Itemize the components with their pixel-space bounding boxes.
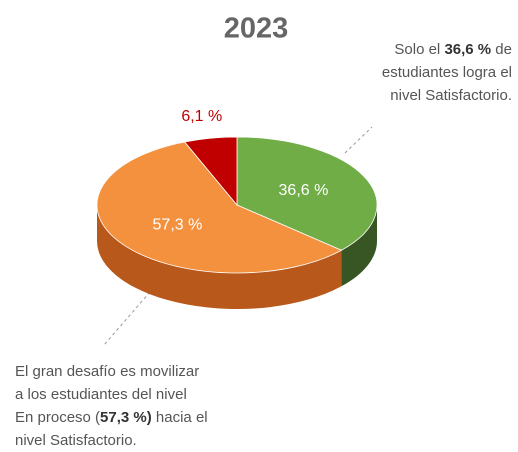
annotation-text: estudiantes logra el xyxy=(382,64,512,81)
data-label: 36,6 % xyxy=(279,182,329,199)
data-label: 57,3 % xyxy=(153,217,203,234)
slice xyxy=(96,141,343,274)
annotation-line: nivel Satisfactorio. xyxy=(390,87,512,104)
slice xyxy=(183,136,238,207)
annotation-text: a los estudiantes del nivel xyxy=(15,386,187,403)
annotation-text: de xyxy=(491,41,512,58)
data-label: 6,1 % xyxy=(181,108,222,125)
annotation-line: Solo el 36,6 % de xyxy=(394,41,512,58)
labels: 36,6 % 57,3 % 6,1 % xyxy=(153,108,329,233)
annotation-text: nivel Satisfactorio. xyxy=(390,87,512,104)
annotation-text: 57,3 %) xyxy=(100,409,152,426)
slice xyxy=(236,136,378,251)
annotation-text: Solo el xyxy=(394,41,444,58)
annotation-line: estudiantes logra el xyxy=(382,64,512,81)
slice-side xyxy=(341,205,377,287)
annotation-line: nivel Satisfactorio. xyxy=(15,432,137,449)
annotation-line: a los estudiantes del nivel xyxy=(15,386,187,403)
chart-title: 2023 xyxy=(224,13,289,45)
annotation-line: En proceso (57,3 %) hacia el xyxy=(15,409,208,426)
annotation-text: En proceso ( xyxy=(15,409,100,426)
leader-line xyxy=(344,126,373,154)
leader-line xyxy=(103,291,151,346)
annotation-text: hacia el xyxy=(152,409,208,426)
annotation-line: El gran desafío es movilizar xyxy=(15,363,199,380)
annotation-text: 36,6 % xyxy=(444,41,491,58)
pie-sides xyxy=(97,205,377,310)
pie-tops xyxy=(96,136,378,274)
annotation-text: El gran desafío es movilizar xyxy=(15,363,199,380)
slice-side xyxy=(97,205,342,310)
annotation-text: nivel Satisfactorio. xyxy=(15,432,137,449)
